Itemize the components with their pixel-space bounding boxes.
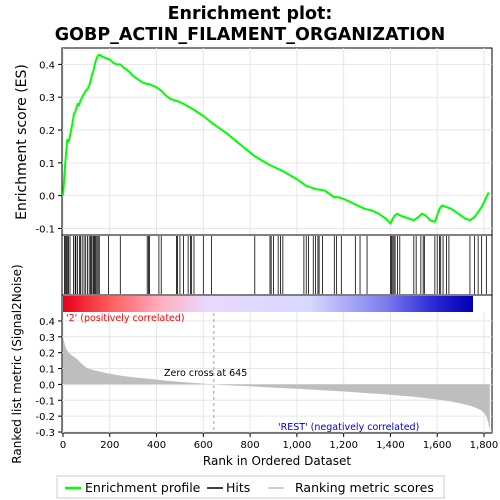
xtick-label-2: 400 [147,440,166,451]
xtick-label-4: 800 [241,440,260,451]
enrichment-panel-frame [61,47,493,236]
xtick-label-5: 1,000 [283,440,312,451]
negative-correlation-label: 'REST' (negatively correlated) [278,422,419,433]
x-axis-label: Rank in Ordered Dataset [203,454,351,468]
metric-ytick-label-3: 0.1 [39,365,55,376]
metric-axis-label: Ranked list metric (Signal2Noise) [10,264,24,463]
legend-label-hits: Hits [226,480,250,495]
legend-label-metric: Ranking metric scores [295,480,434,495]
es-ytick-label-5: -0.1 [35,224,55,235]
es-ytick-label-1: 0.3 [39,93,55,104]
zero-cross-label: Zero cross at 645 [164,368,247,379]
metric-ytick-label-2: 0.2 [39,349,55,360]
metric-ytick-label-6: -0.2 [35,412,55,423]
title-line-1: Enrichment plot: [168,4,333,24]
positive-correlation-label: '2' (positively correlated) [66,313,185,324]
hits-panel-frame [61,234,493,296]
es-axis-label: Enrichment score (ES) [14,64,30,220]
legend-label-enrichment: Enrichment profile [85,480,201,495]
rank-color-bar [63,296,473,312]
metric-ytick-label-1: 0.3 [39,333,55,344]
es-ytick-label-4: 0.0 [39,192,55,203]
metric-ytick-label-0: 0.4 [39,317,55,328]
xtick-label-9: 1,800 [470,440,499,451]
rank-metric-panel-frame [61,294,493,434]
es-ytick-label-0: 0.4 [39,60,55,71]
title-line-2: GOBP_ACTIN_FILAMENT_ORGANIZATION [55,25,446,45]
xtick-label-3: 600 [194,440,213,451]
metric-ytick-label-7: -0.3 [35,428,55,439]
xtick-label-7: 1,400 [376,440,405,451]
metric-ytick-label-5: -0.1 [35,396,55,407]
xtick-label-8: 1,600 [423,440,452,451]
rank-metric-panel: Zero cross at 645 '2' (positively correl… [35,294,493,439]
hits-panel [61,234,493,296]
metric-ytick-label-4: 0.0 [39,380,55,391]
ranking-metric-area [63,336,490,431]
enrichment-score-panel: 0.4 0.3 0.2 0.1 0.0 -0.1 [35,47,493,236]
es-ytick-label-2: 0.2 [39,126,55,137]
xtick-label-6: 1,200 [329,440,358,451]
legend: Enrichment profile Hits Ranking metric s… [56,475,445,499]
legend-frame [56,475,445,499]
xtick-label-1: 200 [100,440,119,451]
enrichment-profile-line [62,53,490,225]
es-ytick-label-3: 0.1 [39,159,55,170]
xtick-label-0: 0 [60,440,66,451]
